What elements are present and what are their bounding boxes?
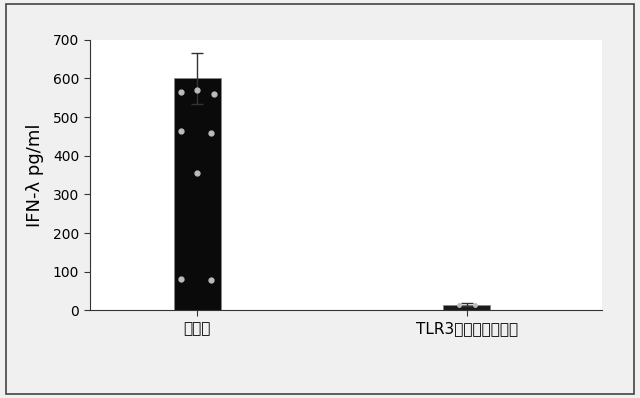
Y-axis label: IFN-λ pg/ml: IFN-λ pg/ml — [26, 123, 44, 227]
Bar — [174, 78, 221, 310]
Bar — [444, 304, 490, 310]
